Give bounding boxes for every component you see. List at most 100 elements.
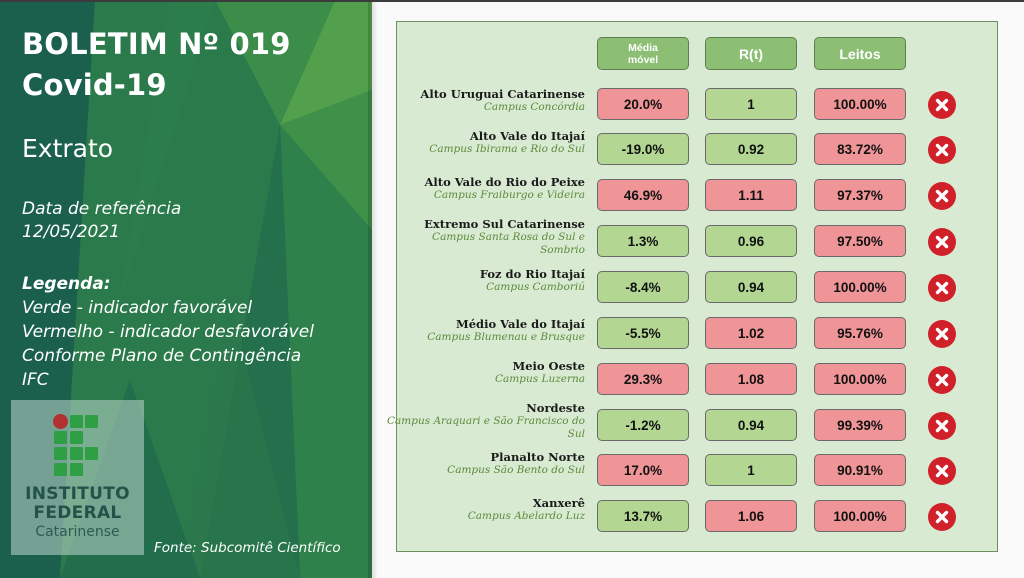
region-name: Planalto Norte [490, 450, 585, 464]
rt-value: 1 [705, 88, 797, 120]
bulletin-subtitle: Extrato [22, 134, 114, 163]
table-row: Alto Vale do Itajaí Campus Ibirama e Rio… [397, 129, 997, 169]
column-header-rt: R(t) [705, 37, 797, 70]
leitos-value: 95.76% [814, 317, 906, 349]
x-circle-icon [928, 274, 956, 302]
table-row: Planalto Norte Campus São Bento do Sul 1… [397, 450, 997, 490]
x-circle-icon [928, 91, 956, 119]
legend-title: Legenda: [22, 274, 111, 294]
campus-name: Campus Ibirama e Rio do Sul [429, 143, 585, 155]
region-name: Meio Oeste [512, 359, 585, 373]
legend-block: Legenda: Verde - indicador favorável Ver… [22, 272, 314, 392]
region-name: Extremo Sul Catarinense [424, 217, 585, 231]
x-circle-icon [928, 366, 956, 394]
rt-value: 1.06 [705, 500, 797, 532]
reference-date-block: Data de referência 12/05/2021 [22, 198, 181, 244]
media-movel-value: -8.4% [597, 271, 689, 303]
media-movel-value: -5.5% [597, 317, 689, 349]
ifc-logo: INSTITUTO FEDERAL Catarinense [11, 400, 144, 555]
x-circle-icon [928, 182, 956, 210]
rt-value: 0.92 [705, 133, 797, 165]
x-circle-icon [928, 136, 956, 164]
region-name: Xanxerê [532, 496, 585, 510]
campus-name: Campus São Bento do Sul [447, 464, 585, 476]
source-note: Fonte: Subcomitê Científico [154, 540, 341, 556]
rt-value: 0.94 [705, 409, 797, 441]
logo-text-federal: FEDERAL [33, 503, 122, 523]
logo-text-instituto: INSTITUTO [25, 484, 130, 504]
campus-name: Campus Blumenau e Brusque [427, 331, 585, 343]
leitos-value: 97.50% [814, 225, 906, 257]
rt-value: 0.94 [705, 271, 797, 303]
campus-name: Campus Abelardo Luz [467, 510, 585, 522]
leitos-value: 100.00% [814, 363, 906, 395]
indicators-table: Média móvel R(t) Leitos Alto Uruguai Cat… [387, 21, 998, 552]
bulletin-number: BOLETIM Nº 019 [22, 27, 291, 61]
x-circle-icon [928, 412, 956, 440]
table-row: Extremo Sul Catarinense Campus Santa Ros… [397, 217, 997, 261]
region-label: Nordeste Campus Araquari e São Francisco… [385, 401, 585, 441]
table-row: Foz do Rio Itajaí Campus Camboriú -8.4% … [397, 267, 997, 307]
campus-name: Campus Concórdia [483, 101, 585, 113]
media-movel-value: 17.0% [597, 454, 689, 486]
table-row: Médio Vale do Itajaí Campus Blumenau e B… [397, 317, 997, 353]
legend-line: Vermelho - indicador desfavorável [22, 322, 314, 342]
media-movel-value: 1.3% [597, 225, 689, 257]
legend-line: IFC [22, 370, 49, 390]
region-name: Alto Vale do Rio do Peixe [424, 175, 585, 189]
panel-shadow [368, 0, 378, 578]
region-label: Médio Vale do Itajaí Campus Blumenau e B… [385, 317, 585, 344]
table-row: Nordeste Campus Araquari e São Francisco… [387, 401, 997, 445]
leitos-value: 100.00% [814, 271, 906, 303]
bulletin-title: BOLETIM Nº 019 Covid-19 [22, 24, 291, 106]
region-label: Planalto Norte Campus São Bento do Sul [385, 450, 585, 477]
table-row: Xanxerê Campus Abelardo Luz 13.7% 1.06 1… [397, 496, 997, 536]
region-label: Extremo Sul Catarinense Campus Santa Ros… [385, 217, 585, 257]
region-name: Médio Vale do Itajaí [456, 317, 585, 331]
bulletin-topic: Covid-19 [22, 68, 167, 102]
leitos-value: 100.00% [814, 88, 906, 120]
region-label: Alto Uruguai Catarinense Campus Concórdi… [385, 87, 585, 114]
region-name: Foz do Rio Itajaí [479, 267, 585, 281]
media-movel-value: -19.0% [597, 133, 689, 165]
table-row: Meio Oeste Campus Luzerna 29.3% 1.08 100… [397, 359, 997, 399]
campus-name: Campus Santa Rosa do Sul e Sombrio [432, 231, 585, 256]
rt-value: 1 [705, 454, 797, 486]
x-circle-icon [928, 503, 956, 531]
media-movel-value: 29.3% [597, 363, 689, 395]
region-label: Meio Oeste Campus Luzerna [385, 359, 585, 386]
table-row: Alto Vale do Rio do Peixe Campus Fraibur… [397, 175, 997, 215]
window-top-border [0, 0, 1024, 2]
leitos-value: 83.72% [814, 133, 906, 165]
media-movel-value: 20.0% [597, 88, 689, 120]
region-label: Xanxerê Campus Abelardo Luz [385, 496, 585, 523]
table-row: Alto Uruguai Catarinense Campus Concórdi… [397, 87, 997, 124]
media-movel-value: -1.2% [597, 409, 689, 441]
rt-value: 1.11 [705, 179, 797, 211]
logo-text-catarinense: Catarinense [35, 524, 120, 540]
campus-name: Campus Araquari e São Francisco do Sul [387, 415, 585, 440]
campus-name: Campus Luzerna [495, 373, 585, 385]
x-circle-icon [928, 228, 956, 256]
leitos-value: 97.37% [814, 179, 906, 211]
rt-value: 1.02 [705, 317, 797, 349]
media-movel-value: 46.9% [597, 179, 689, 211]
info-panel: BOLETIM Nº 019 Covid-19 Extrato Data de … [0, 0, 372, 578]
reference-date: 12/05/2021 [22, 222, 120, 242]
legend-line: Verde - indicador favorável [22, 298, 253, 318]
legend-line: Conforme Plano de Contingência [22, 346, 302, 366]
ifc-logo-mark-icon [53, 414, 113, 484]
rt-value: 1.08 [705, 363, 797, 395]
region-label: Alto Vale do Rio do Peixe Campus Fraibur… [385, 175, 585, 202]
leitos-value: 99.39% [814, 409, 906, 441]
region-name: Alto Uruguai Catarinense [420, 87, 585, 101]
region-name: Alto Vale do Itajaí [469, 129, 585, 143]
x-circle-icon [928, 457, 956, 485]
reference-label: Data de referência [22, 199, 182, 219]
leitos-value: 100.00% [814, 500, 906, 532]
campus-name: Campus Fraiburgo e Videira [433, 189, 585, 201]
region-label: Alto Vale do Itajaí Campus Ibirama e Rio… [385, 129, 585, 156]
column-header-media-movel-line1: Média [628, 41, 658, 54]
column-header-media-movel-line2: móvel [627, 53, 659, 66]
region-label: Foz do Rio Itajaí Campus Camboriú [385, 267, 585, 294]
